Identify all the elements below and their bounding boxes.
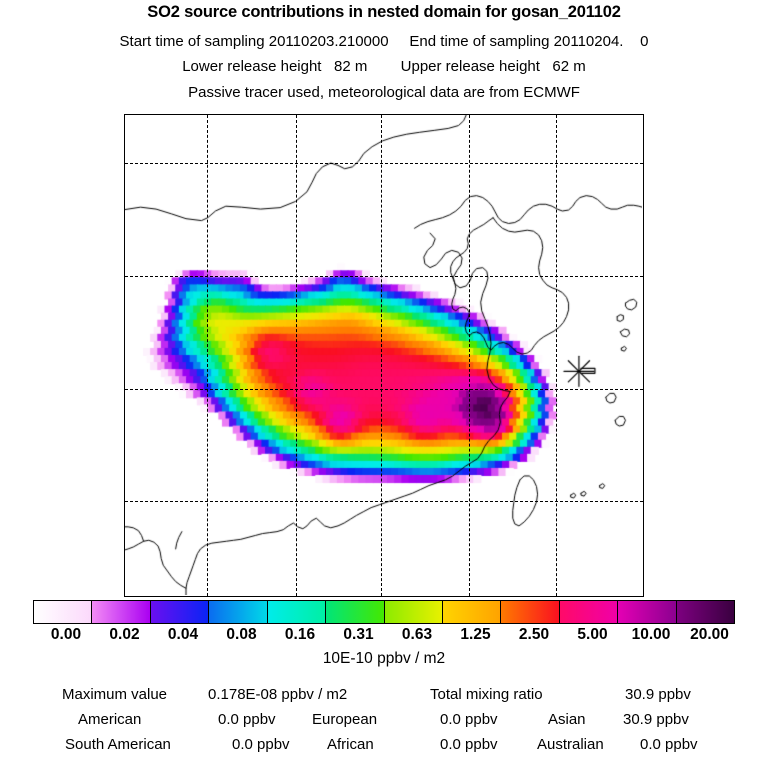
region-name-south-american: South American — [65, 736, 171, 753]
colorbar-tick-0: 0.00 — [50, 626, 82, 643]
region-name-african: African — [327, 736, 374, 753]
colorbar-gradient — [33, 600, 735, 624]
region-value-australian: 0.0 ppbv — [640, 736, 698, 753]
colorbar-segment-0 — [34, 601, 93, 623]
colorbar-segment-7 — [442, 601, 502, 623]
colorbar-tick-labels: 0.00 0.02 0.04 0.08 0.16 0.31 0.63 1.25 2.50 5.00… — [33, 626, 768, 646]
map-plot-area — [124, 114, 644, 597]
region-value-european: 0.0 ppbv — [440, 711, 498, 728]
region-name-asian: Asian — [548, 711, 586, 728]
colorbar-tick-8: 2.50 — [518, 626, 550, 643]
colorbar-tick-6: 0.63 — [401, 626, 433, 643]
colorbar-tick-4: 0.16 — [284, 626, 316, 643]
colorbar-tick-11: 20.00 — [690, 626, 729, 643]
total-value: 30.9 ppbv — [625, 686, 691, 703]
release-heights: Lower release height 82 m Upper release … — [182, 58, 586, 75]
colorbar: 0.00 0.02 0.04 0.08 0.16 0.31 0.63 1.25 2.50 5.00… — [33, 600, 735, 643]
colorbar-segment-2 — [150, 601, 210, 623]
sampling-times: Start time of sampling 20110203.210000 E… — [119, 33, 649, 50]
stats-row-1: American 0.0 ppbv European 0.0 ppbv Asia… — [0, 711, 768, 736]
stats-row-max: Maximum value 0.178E-08 ppbv / m2 Total … — [0, 686, 768, 711]
colorbar-segment-11 — [676, 601, 735, 623]
colorbar-tick-9: 5.00 — [577, 626, 608, 643]
page-title: SO2 source contributions in nested domai… — [147, 3, 621, 21]
colorbar-tick-1: 0.02 — [109, 626, 140, 643]
colorbar-tick-10: 10.00 — [631, 626, 671, 643]
colorbar-tick-7: 1.25 — [460, 626, 491, 643]
region-value-asian: 30.9 ppbv — [623, 711, 689, 728]
region-value-american: 0.0 ppbv — [218, 711, 276, 728]
colorbar-unit-label: 10E-10 ppbv / m2 — [322, 650, 446, 667]
region-name-australian: Australian — [537, 736, 604, 753]
colorbar-segment-4 — [267, 601, 327, 623]
colorbar-segment-9 — [559, 601, 619, 623]
colorbar-segment-10 — [618, 601, 677, 623]
colorbar-segment-8 — [501, 601, 560, 623]
region-value-south-american: 0.0 ppbv — [232, 736, 290, 753]
max-value: 0.178E-08 ppbv / m2 — [208, 686, 348, 703]
colorbar-tick-3: 0.08 — [226, 626, 257, 643]
statistics-panel: Maximum value 0.178E-08 ppbv / m2 Total … — [0, 686, 768, 761]
region-name-american: American — [78, 711, 142, 728]
region-value-african: 0.0 ppbv — [440, 736, 498, 753]
max-value-label: Maximum value — [62, 686, 168, 703]
total-label: Total mixing ratio — [430, 686, 543, 703]
colorbar-segment-5 — [326, 601, 385, 623]
colorbar-segment-6 — [384, 601, 443, 623]
colorbar-tick-2: 0.04 — [167, 626, 199, 643]
stats-row-2: South American 0.0 ppbv African 0.0 ppbv… — [0, 736, 768, 761]
colorbar-segment-1 — [92, 601, 151, 623]
concentration-field — [125, 115, 642, 595]
region-name-european: European — [312, 711, 378, 728]
colorbar-segment-3 — [209, 601, 268, 623]
tracer-description: Passive tracer used, meteorological data… — [188, 84, 580, 101]
colorbar-tick-5: 0.31 — [343, 626, 374, 643]
